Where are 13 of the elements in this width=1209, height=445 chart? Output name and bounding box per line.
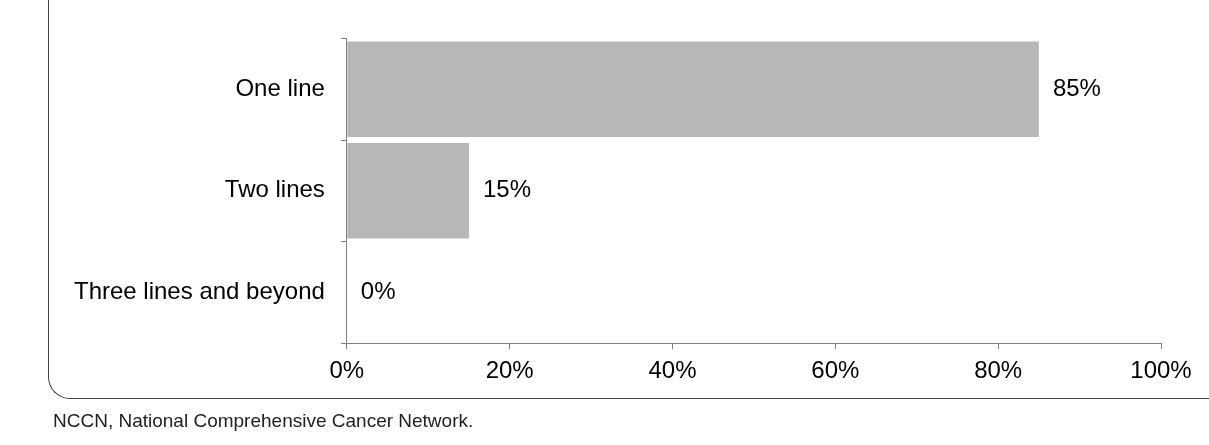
y-tick-label: One line	[235, 73, 325, 101]
x-tick-label: 80%	[974, 356, 1023, 384]
data-label: 15%	[482, 175, 532, 203]
y-tick-label: Three lines and beyond	[74, 277, 325, 305]
data-label: 85%	[1052, 73, 1101, 101]
text: NCCN, National Comprehensive Cancer Network.	[53, 410, 475, 432]
y-tick-label: Two lines	[224, 175, 325, 203]
x-tick-label: 60%	[811, 356, 860, 384]
data-label: 0%	[360, 277, 396, 305]
x-tick-label: 20%	[485, 356, 534, 384]
x-tick-label: 100%	[1130, 356, 1192, 384]
x-tick-label: 0%	[329, 356, 365, 384]
x-tick-label: 40%	[648, 356, 697, 384]
